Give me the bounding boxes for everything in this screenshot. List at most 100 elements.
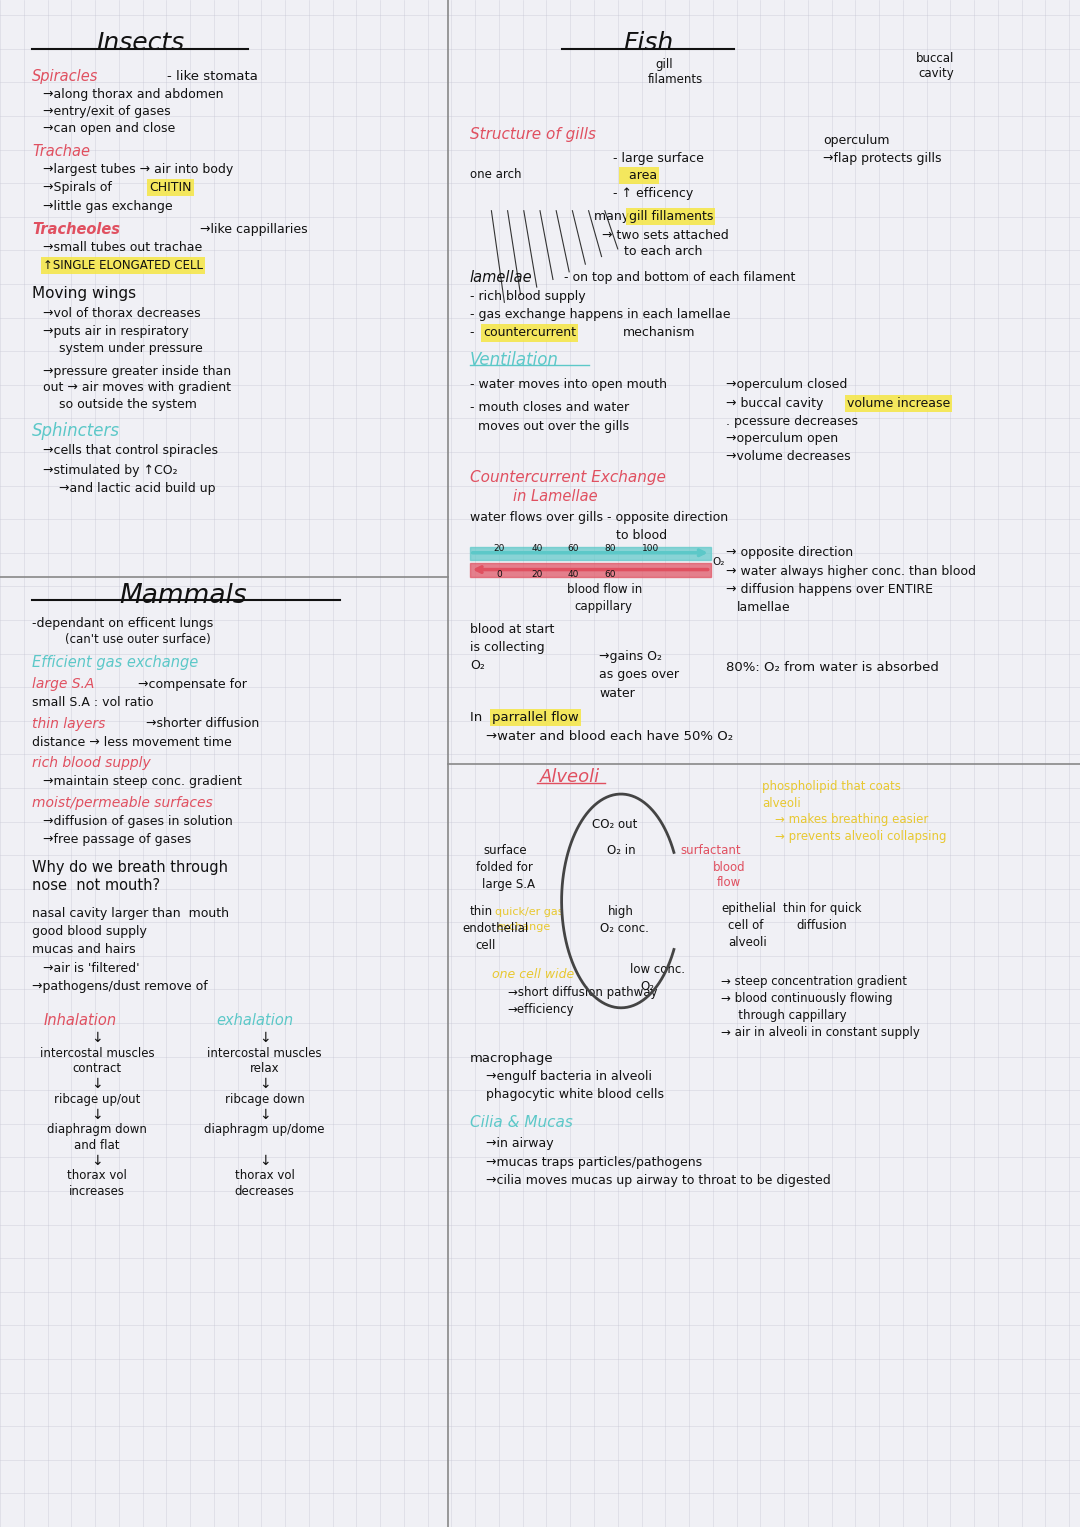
Text: ribcage down: ribcage down [225,1093,305,1106]
Text: →operculum open: →operculum open [726,432,838,444]
Text: →water and blood each have 50% O₂: →water and blood each have 50% O₂ [486,730,733,742]
Text: rich blood supply: rich blood supply [32,756,151,771]
Text: 80%: O₂ from water is absorbed: 80%: O₂ from water is absorbed [726,661,939,673]
Text: ↓: ↓ [259,1107,270,1122]
Text: →efficiency: →efficiency [508,1003,575,1015]
Text: O₂: O₂ [713,557,725,567]
Text: →maintain steep conc. gradient: →maintain steep conc. gradient [43,776,242,788]
Text: and flat: and flat [75,1139,120,1151]
Text: Alveoli: Alveoli [540,768,600,786]
Text: (can't use outer surface): (can't use outer surface) [65,634,211,646]
Text: is collecting: is collecting [470,641,544,654]
Text: →shorter diffusion: →shorter diffusion [146,718,259,730]
Text: blood: blood [713,861,745,873]
Text: →stimulated by ↑CO₂: →stimulated by ↑CO₂ [43,464,178,476]
Text: →diffusion of gases in solution: →diffusion of gases in solution [43,815,233,828]
Text: gill: gill [656,58,673,70]
Text: mucas and hairs: mucas and hairs [32,944,136,956]
Text: cavity: cavity [918,67,954,79]
Text: large S.A: large S.A [32,676,95,692]
Text: exchange: exchange [497,922,551,931]
Text: →operculum closed: →operculum closed [726,379,847,391]
Text: so outside the system: so outside the system [59,399,198,411]
Text: Fish: Fish [623,31,673,55]
Text: ↓: ↓ [259,1031,270,1046]
Text: →volume decreases: →volume decreases [726,450,850,463]
Text: → buccal cavity: → buccal cavity [726,397,827,409]
Text: → makes breathing easier: → makes breathing easier [775,814,929,826]
Text: O₂ conc.: O₂ conc. [600,922,649,935]
Text: - on top and bottom of each filament: - on top and bottom of each filament [564,272,795,284]
Text: lamellae: lamellae [470,270,532,286]
Text: intercostal muscles: intercostal muscles [207,1048,322,1060]
Text: ↓: ↓ [259,1153,270,1168]
Text: ↓: ↓ [92,1031,103,1046]
Text: 40: 40 [568,570,579,579]
Text: lamellae: lamellae [737,602,791,614]
Text: →mucas traps particles/pathogens: →mucas traps particles/pathogens [486,1156,702,1168]
Text: to blood: to blood [616,530,666,542]
Text: → opposite direction: → opposite direction [726,547,853,559]
Text: →puts air in respiratory: →puts air in respiratory [43,325,189,337]
Text: out → air moves with gradient: out → air moves with gradient [43,382,231,394]
Text: diffusion: diffusion [796,919,847,931]
Text: folded for: folded for [476,861,534,873]
Text: →air is 'filtered': →air is 'filtered' [43,962,139,974]
Text: macrophage: macrophage [470,1052,553,1064]
Text: → diffusion happens over ENTIRE: → diffusion happens over ENTIRE [726,583,933,596]
Text: countercurrent: countercurrent [483,327,576,339]
Text: Spiracles: Spiracles [32,69,98,84]
Text: In: In [470,712,486,724]
Text: surface: surface [484,844,527,857]
Text: thin: thin [470,906,492,918]
Text: 0: 0 [496,570,502,579]
Text: Inhalation: Inhalation [43,1012,117,1028]
Text: - like stomata: - like stomata [167,70,258,82]
Text: thorax vol: thorax vol [67,1170,127,1182]
Text: -: - [470,327,478,339]
Text: filaments: filaments [648,73,703,86]
Text: → air in alveoli in constant supply: → air in alveoli in constant supply [721,1026,920,1038]
Text: distance → less movement time: distance → less movement time [32,736,232,748]
Text: good blood supply: good blood supply [32,925,147,938]
Text: →in airway: →in airway [486,1138,554,1150]
Text: quick/er gas: quick/er gas [495,907,563,916]
Text: intercostal muscles: intercostal muscles [40,1048,154,1060]
Text: →entry/exit of gases: →entry/exit of gases [43,105,171,118]
Text: Insects: Insects [96,31,185,55]
Text: →cells that control spiracles: →cells that control spiracles [43,444,218,457]
Text: O₂: O₂ [640,980,654,993]
Text: in Lamellae: in Lamellae [513,489,597,504]
Text: CHITIN: CHITIN [149,182,191,194]
Text: →largest tubes → air into body: →largest tubes → air into body [43,163,233,176]
Text: decreases: decreases [234,1185,295,1197]
Text: → prevents alveoli collapsing: → prevents alveoli collapsing [775,831,947,843]
Text: 80: 80 [605,544,616,553]
Text: gill fillaments: gill fillaments [629,211,713,223]
Text: 60: 60 [568,544,579,553]
Text: diaphragm down: diaphragm down [48,1124,147,1136]
Text: cell of: cell of [728,919,764,931]
Text: surfactant: surfactant [680,844,741,857]
Bar [470,547,711,560]
Text: thin layers: thin layers [32,716,106,731]
Text: - water moves into open mouth: - water moves into open mouth [470,379,666,391]
Text: ↓: ↓ [92,1107,103,1122]
Text: water: water [599,687,635,699]
Text: Countercurrent Exchange: Countercurrent Exchange [470,470,665,486]
Text: high: high [608,906,634,918]
Text: contract: contract [72,1063,122,1075]
Text: Ventilation: Ventilation [470,351,558,370]
Text: Why do we breath through: Why do we breath through [32,860,228,875]
Text: →and lactic acid build up: →and lactic acid build up [59,483,216,495]
Text: alveoli: alveoli [762,797,801,809]
Text: →engulf bacteria in alveoli: →engulf bacteria in alveoli [486,1070,652,1083]
Text: ↑SINGLE ELONGATED CELL: ↑SINGLE ELONGATED CELL [43,260,203,272]
Text: Structure of gills: Structure of gills [470,127,596,142]
Text: 20: 20 [531,570,542,579]
Text: alveoli: alveoli [728,936,767,948]
Text: cappillary: cappillary [575,600,633,612]
Text: Efficient gas exchange: Efficient gas exchange [32,655,199,670]
Text: →gains O₂: →gains O₂ [599,651,662,663]
Text: - gas exchange happens in each lamellae: - gas exchange happens in each lamellae [470,308,730,321]
